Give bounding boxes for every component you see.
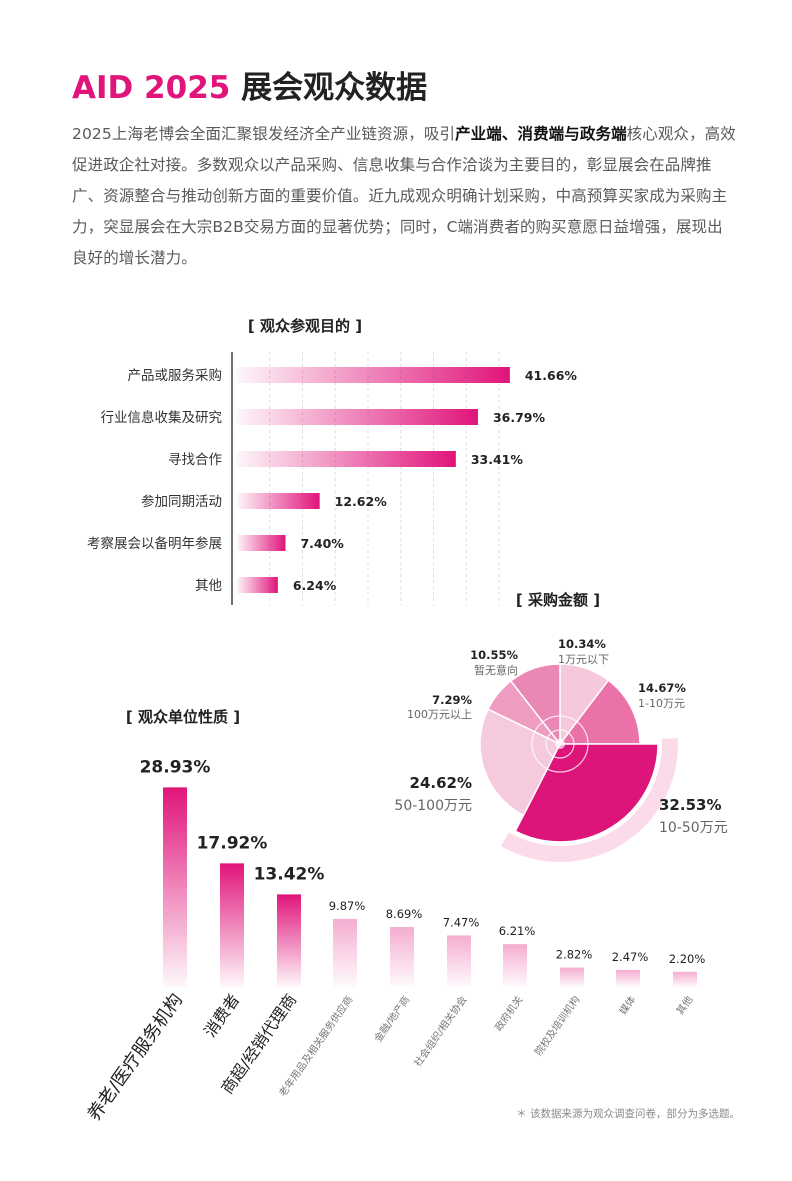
purpose-bar xyxy=(237,577,278,593)
inner-ring xyxy=(545,729,575,759)
purpose-category-label: 产品或服务采购 xyxy=(128,368,223,384)
purpose-category-label: 考察展会以备明年参展 xyxy=(87,535,222,552)
title-text: 展会观众数据 xyxy=(241,70,428,106)
unit-bar xyxy=(503,944,527,987)
unit-value-label: 6.21% xyxy=(499,924,536,938)
data-source-note: ＊ 该数据来源为观众调查问卷，部分为多选题。 xyxy=(516,1108,740,1120)
pie-category-label: 100万元以上 xyxy=(407,708,472,721)
purpose-value-label: 7.40% xyxy=(300,536,344,551)
unit-category-label: 院校及培训机构 xyxy=(532,993,583,1058)
unit-category-label: 其他 xyxy=(673,993,695,1017)
purpose-category-label: 参加同期活动 xyxy=(141,493,222,510)
intro-highlight: 产业端、消费端与政务端 xyxy=(455,125,627,143)
unit-category-label: 政府机关 xyxy=(492,993,526,1033)
unit-value-label: 2.47% xyxy=(612,950,649,964)
pie-pct-label: 10.55% xyxy=(470,648,518,662)
unit-bar xyxy=(277,894,301,987)
unit-bar xyxy=(163,787,187,987)
unit-value-label: 2.82% xyxy=(556,948,593,962)
intro-paragraph: 2025上海老博会全面汇聚银发经济全产业链资源，吸引产业端、消费端与政务端核心观… xyxy=(72,119,736,274)
pie-category-label: 10-50万元 xyxy=(659,820,728,836)
purchase-amount-chart: [ 采购金额 ] 10.34% 1万元以下 14.67% 1-10万元 32.53% 10-… xyxy=(394,591,728,863)
purpose-category-label: 行业信息收集及研究 xyxy=(101,409,223,426)
purpose-value-label: 12.62% xyxy=(335,494,388,509)
purpose-value-label: 36.79% xyxy=(493,410,546,425)
unit-bar xyxy=(560,967,584,987)
purpose-value-label: 41.66% xyxy=(525,368,578,383)
unit-bar xyxy=(616,969,640,987)
visitor-unit-chart: [ 观众单位性质 ] 28.93% 养老/医疗服务机构 17.92% 消费者 13.42%… xyxy=(84,708,706,1125)
pie-slice xyxy=(479,708,562,817)
pie-category-label: 暂无意向 xyxy=(474,663,518,677)
purpose-bar xyxy=(237,451,456,467)
unit-category-label: 社会组织/相关协会 xyxy=(411,993,469,1069)
pie-category-label: 50-100万元 xyxy=(394,798,472,814)
unit-category-label: 养老/医疗服务机构 xyxy=(84,990,187,1125)
intro-text-1: 2025上海老博会全面汇聚银发经济全产业链资源，吸引 xyxy=(72,125,456,143)
unit-value-label: 7.47% xyxy=(443,915,480,929)
pie-pct-label: 14.67% xyxy=(638,681,686,695)
purpose-chart-title: [ 观众参观目的 ] xyxy=(248,317,362,335)
unit-bar xyxy=(390,927,414,987)
unit-bar xyxy=(673,971,697,987)
purchase-chart-title: [ 采购金额 ] xyxy=(516,591,600,609)
unit-category-label: 消费者 xyxy=(200,990,243,1040)
intro-text-2: 核心观众，高效促进政企社对接。多数观众以产品采购、信息收集与合作洽谈为主要目的，… xyxy=(72,125,736,267)
unit-chart-title: [ 观众单位性质 ] xyxy=(126,708,240,726)
unit-bar xyxy=(447,935,471,987)
pie-category-label: 1-10万元 xyxy=(638,697,685,710)
unit-value-label: 13.42% xyxy=(254,864,325,884)
pie-slice xyxy=(509,663,561,747)
pie-pct-label: 10.34% xyxy=(558,637,606,651)
purpose-bar xyxy=(237,535,286,551)
purpose-category-label: 其他 xyxy=(195,578,222,594)
pie-pct-label: 24.62% xyxy=(410,774,472,792)
unit-value-label: 9.87% xyxy=(329,899,366,913)
purpose-bar xyxy=(237,493,320,509)
page-title: AID 2025 展会观众数据 xyxy=(72,66,427,110)
unit-category-label: 金融/地产商 xyxy=(371,993,412,1044)
pie-pct-label: 7.29% xyxy=(432,693,472,707)
purpose-category-label: 寻找合作 xyxy=(168,452,222,468)
purpose-value-label: 33.41% xyxy=(471,452,524,467)
pie-slice xyxy=(514,743,659,843)
unit-bar xyxy=(333,918,357,987)
title-accent: AID 2025 xyxy=(72,70,231,106)
unit-value-label: 8.69% xyxy=(386,907,423,921)
center-dot xyxy=(555,739,565,749)
highlight-ring xyxy=(500,738,679,863)
unit-bar xyxy=(220,863,244,987)
inner-ring xyxy=(531,715,589,773)
unit-value-label: 17.92% xyxy=(197,833,268,853)
pie-pct-label: 32.53% xyxy=(659,796,721,814)
visit-purpose-chart: [ 观众参观目的 ] 产品或服务采购 41.66% 行业信息收集及研究 36.79% 寻找… xyxy=(87,317,578,605)
unit-value-label: 28.93% xyxy=(140,757,211,777)
purpose-bar xyxy=(237,409,478,425)
pie-category-label: 1万元以下 xyxy=(558,653,609,666)
unit-category-label: 媒体 xyxy=(617,994,638,1017)
purpose-bar xyxy=(237,367,510,383)
purpose-value-label: 6.24% xyxy=(293,578,337,593)
pie-slice xyxy=(558,679,641,745)
unit-value-label: 2.20% xyxy=(669,952,706,966)
